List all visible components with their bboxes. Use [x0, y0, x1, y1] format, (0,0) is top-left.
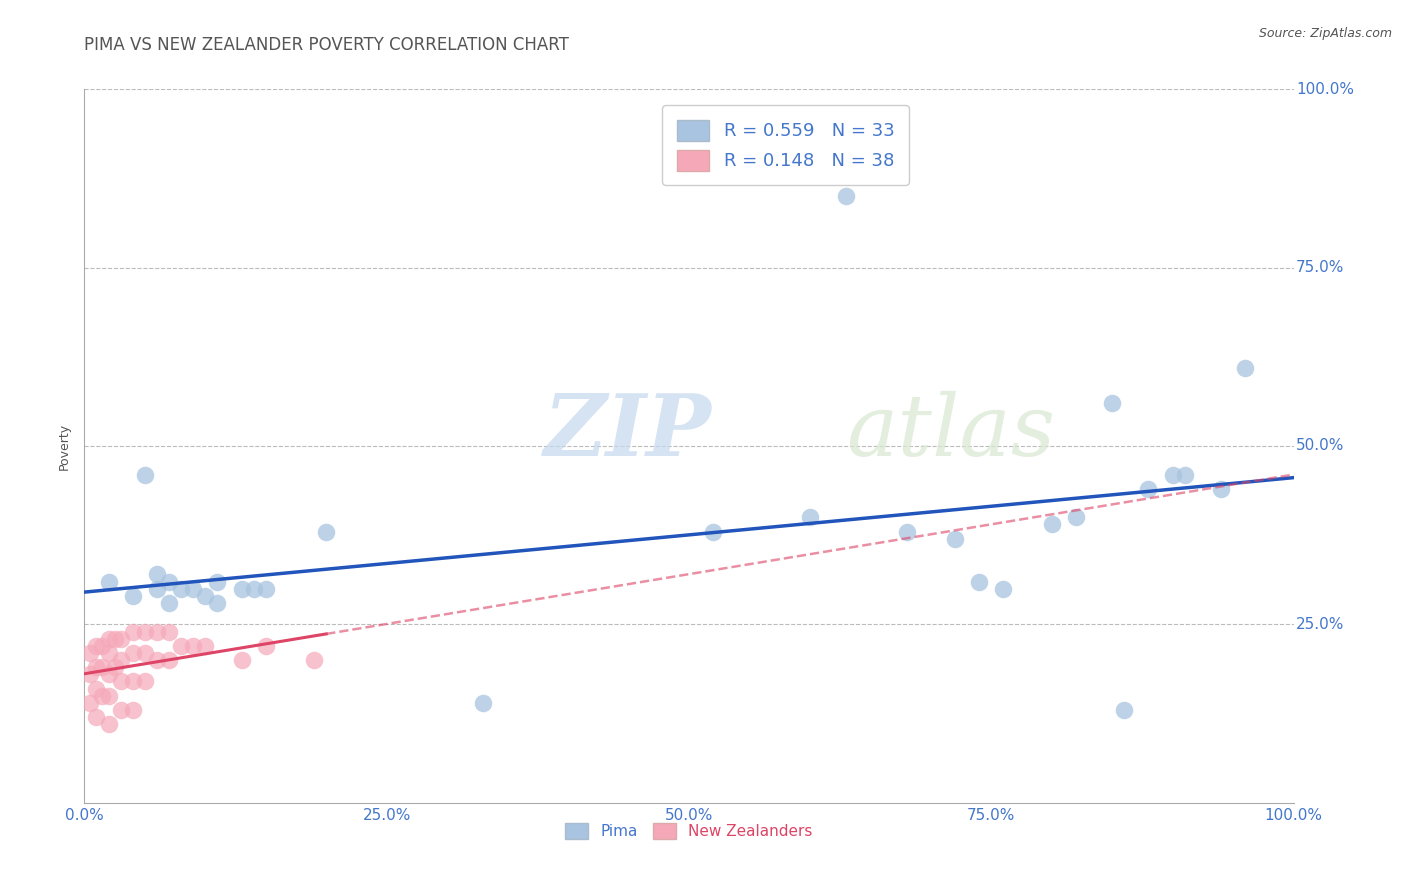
Point [146, 624, 169, 639]
Point [242, 582, 264, 596]
Point [121, 589, 143, 603]
Point [97, 667, 120, 681]
Point [170, 639, 193, 653]
Point [157, 596, 180, 610]
Point [896, 524, 918, 539]
Point [110, 674, 132, 689]
Point [97, 689, 120, 703]
Point [967, 574, 990, 589]
Point [207, 574, 229, 589]
Point [181, 582, 204, 596]
Point [157, 653, 180, 667]
Point [110, 703, 132, 717]
Point [1114, 703, 1136, 717]
Point [835, 189, 858, 203]
Point [799, 510, 821, 524]
Point [472, 696, 495, 710]
Legend: Pima, New Zealanders: Pima, New Zealanders [560, 817, 818, 845]
Point [1101, 396, 1123, 410]
Text: 50.0%: 50.0% [1296, 439, 1344, 453]
Point [194, 639, 217, 653]
Point [134, 624, 156, 639]
Point [194, 589, 217, 603]
Point [146, 653, 169, 667]
Text: PIMA VS NEW ZEALANDER POVERTY CORRELATION CHART: PIMA VS NEW ZEALANDER POVERTY CORRELATIO… [84, 36, 569, 54]
Point [1040, 517, 1063, 532]
Text: ZIP: ZIP [544, 390, 711, 474]
Point [97, 646, 120, 660]
Point [315, 524, 337, 539]
Point [91, 689, 114, 703]
Point [104, 660, 127, 674]
Point [104, 632, 127, 646]
Point [1064, 510, 1087, 524]
Text: 100.0%: 100.0% [1296, 82, 1354, 96]
Point [207, 596, 229, 610]
Point [79, 667, 101, 681]
Text: atlas: atlas [846, 391, 1056, 473]
Point [157, 624, 180, 639]
Point [121, 674, 143, 689]
Point [110, 653, 132, 667]
Point [943, 532, 966, 546]
Point [1174, 467, 1197, 482]
Point [121, 646, 143, 660]
Point [157, 574, 180, 589]
Point [97, 717, 120, 731]
Point [181, 639, 204, 653]
Point [134, 646, 156, 660]
Point [121, 624, 143, 639]
Point [110, 632, 132, 646]
Point [86, 639, 108, 653]
Point [254, 639, 277, 653]
Point [302, 653, 325, 667]
Point [91, 660, 114, 674]
Point [993, 582, 1015, 596]
Y-axis label: Poverty: Poverty [58, 423, 72, 469]
Point [146, 582, 169, 596]
Point [97, 574, 120, 589]
Point [97, 632, 120, 646]
Point [146, 567, 169, 582]
Point [1137, 482, 1160, 496]
Point [79, 646, 101, 660]
Point [134, 467, 156, 482]
Point [1161, 467, 1184, 482]
Text: 25.0%: 25.0% [1296, 617, 1344, 632]
Point [1234, 360, 1257, 375]
Point [86, 710, 108, 724]
Text: Source: ZipAtlas.com: Source: ZipAtlas.com [1258, 27, 1392, 40]
Point [231, 653, 253, 667]
Point [91, 639, 114, 653]
Point [231, 582, 253, 596]
Point [1209, 482, 1232, 496]
Point [702, 524, 724, 539]
Point [170, 582, 193, 596]
Point [254, 582, 277, 596]
Point [121, 703, 143, 717]
Text: 75.0%: 75.0% [1296, 260, 1344, 275]
Point [79, 696, 101, 710]
Point [86, 660, 108, 674]
Point [86, 681, 108, 696]
Point [134, 674, 156, 689]
